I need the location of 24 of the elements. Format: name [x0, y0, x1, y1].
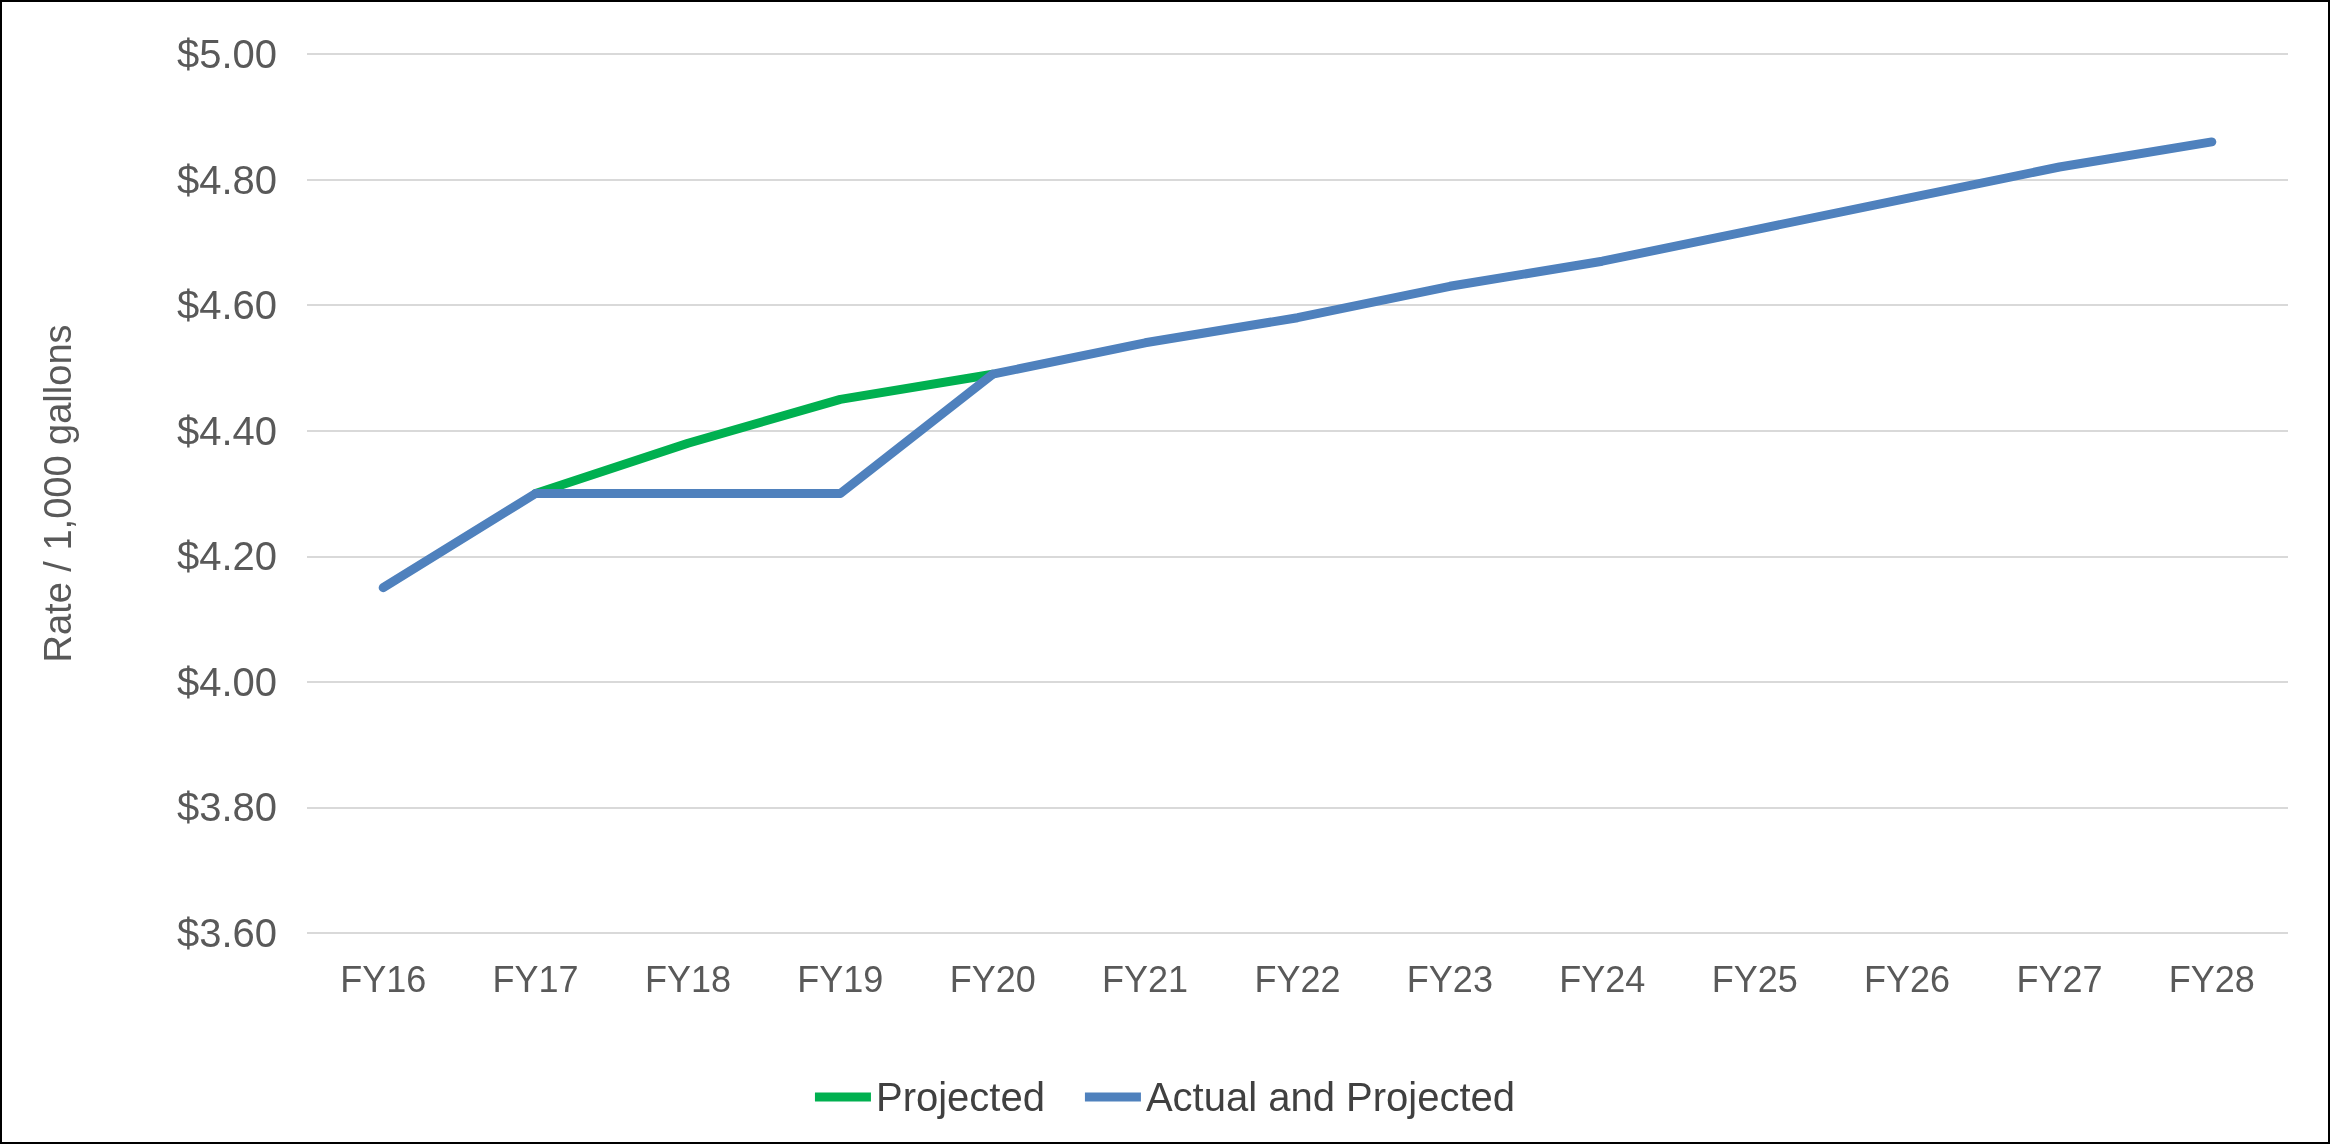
x-tick-label: FY28: [2168, 958, 2255, 1000]
y-tick-label: $4.80: [176, 157, 277, 202]
y-tick-label: $3.80: [176, 785, 277, 830]
y-tick-label: $4.00: [176, 659, 277, 704]
y-tick-label: $4.60: [176, 283, 277, 328]
x-tick-label: FY16: [340, 958, 427, 1000]
legend-label: Actual and Projected: [1145, 1075, 1516, 1119]
x-tick-label: FY17: [492, 958, 579, 1000]
y-tick-label: $4.20: [176, 534, 277, 579]
y-axis-title: Rate / 1,000 gallons: [37, 324, 79, 663]
x-tick-label: FY20: [949, 958, 1036, 1000]
y-tick-label: $3.60: [176, 911, 277, 955]
x-tick-label: FY18: [644, 958, 731, 1000]
x-tick-label: FY25: [1711, 958, 1798, 1000]
x-tick-label: FY23: [1406, 958, 1493, 1000]
y-tick-label: $4.40: [176, 408, 277, 453]
x-tick-label: FY22: [1254, 958, 1341, 1000]
x-tick-label: FY19: [797, 958, 884, 1000]
legend-label: Projected: [875, 1075, 1045, 1119]
x-tick-label: FY21: [1102, 958, 1189, 1000]
y-tick-label: $5.00: [176, 32, 277, 76]
x-tick-label: FY24: [1559, 958, 1646, 1000]
x-tick-label: FY26: [1864, 958, 1951, 1000]
x-tick-label: FY27: [2016, 958, 2103, 1000]
